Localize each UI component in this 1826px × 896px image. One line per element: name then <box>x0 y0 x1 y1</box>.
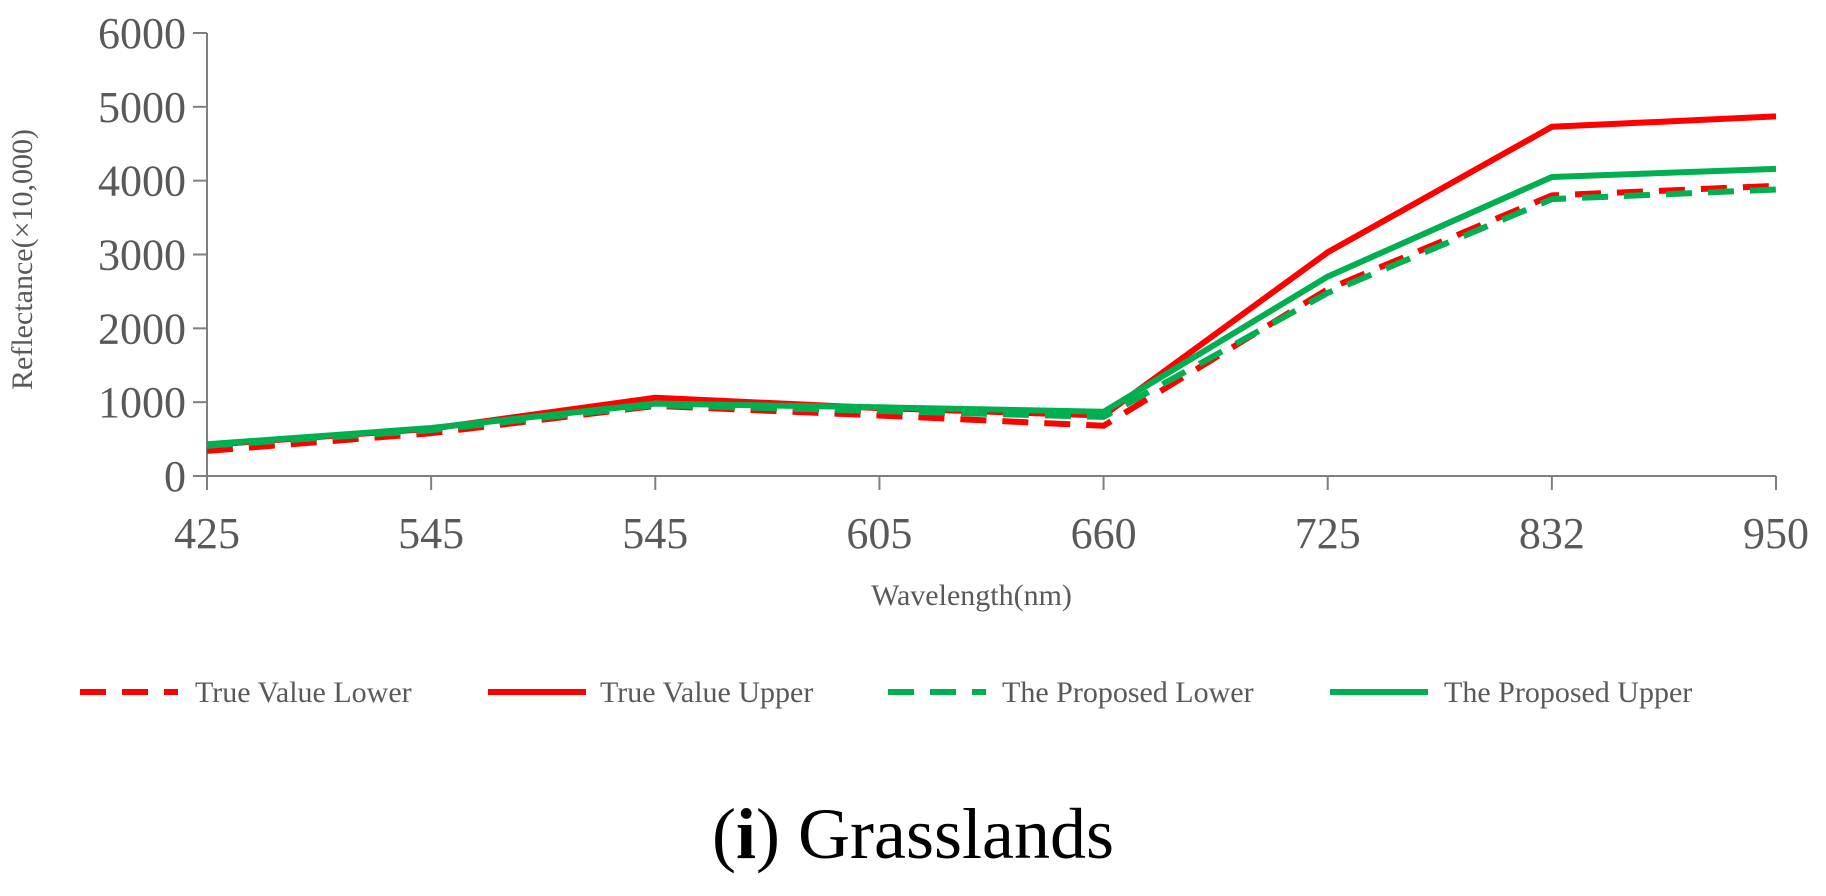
legend-label: The Proposed Lower <box>1002 676 1254 709</box>
x-axis-title: Wavelength(nm) <box>871 579 1072 612</box>
y-tick-label: 5000 <box>98 83 186 132</box>
legend-label: True Value Lower <box>195 676 412 709</box>
legend-label: True Value Upper <box>600 676 813 709</box>
x-axis-ticks: 425 545 545 605 660 725 832 950 <box>174 476 1809 558</box>
x-tick-label: 545 <box>622 509 688 558</box>
x-tick-label: 725 <box>1295 509 1361 558</box>
y-tick-label: 2000 <box>98 304 186 353</box>
y-tick-label: 4000 <box>98 157 186 206</box>
caption-open-paren: ( <box>712 794 736 874</box>
figure-caption: (i) Grasslands <box>712 794 1114 874</box>
caption-label: Grasslands <box>780 794 1114 874</box>
x-tick-label: 832 <box>1519 509 1585 558</box>
caption-close-paren: ) <box>756 794 780 874</box>
x-tick-label: 545 <box>398 509 464 558</box>
caption-letter: i <box>736 794 756 874</box>
legend-label: The Proposed Upper <box>1444 676 1692 709</box>
y-axis-title: Reflectance(×10,000) <box>6 129 39 390</box>
y-tick-label: 1000 <box>98 378 186 427</box>
series-line-4 <box>206 165 1777 448</box>
y-tick-label: 0 <box>164 452 186 501</box>
x-tick-label: 425 <box>174 509 240 558</box>
x-tick-label: 660 <box>1071 509 1137 558</box>
x-tick-label: 605 <box>846 509 912 558</box>
legend: True Value Lower True Value Upper The Prop… <box>80 676 1692 709</box>
y-tick-label: 6000 <box>98 9 186 58</box>
y-tick-label: 3000 <box>98 231 186 280</box>
y-axis-ticks: 0 1000 2000 3000 4000 5000 6000 <box>98 9 207 501</box>
series-layer <box>206 113 1777 454</box>
series-line-2 <box>206 113 1777 448</box>
x-tick-label: 950 <box>1743 509 1809 558</box>
